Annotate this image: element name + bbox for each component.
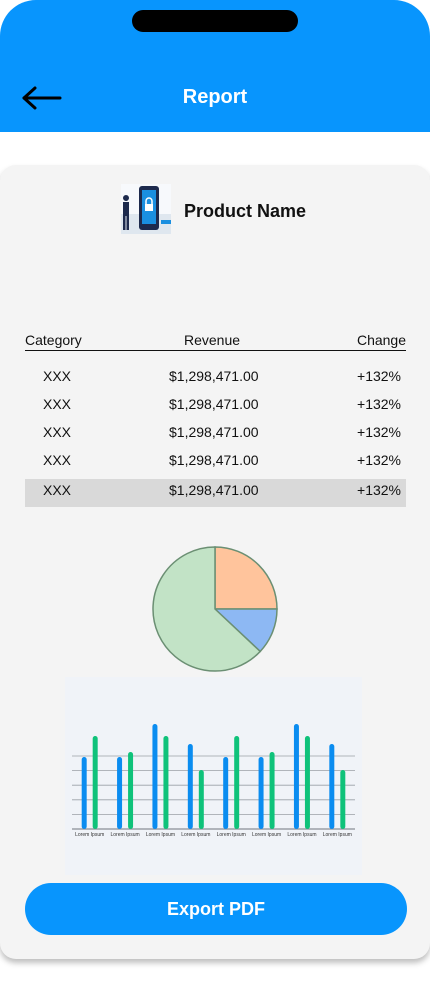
arrow-left-icon <box>22 86 62 110</box>
bar-series0-6 <box>293 724 299 829</box>
x-tick-label: Lorem Ipsum <box>252 832 281 838</box>
cell-revenue: $1,298,471.00 <box>169 482 259 498</box>
cell-revenue: $1,298,471.00 <box>169 424 259 440</box>
bar-chart: Lorem Ipsum Lorem Ipsum Lorem Ipsum Lorem I… <box>72 724 355 838</box>
revenue-table: Category Revenue Change XXX $1,298,471.0… <box>25 329 406 507</box>
bar-series0-2 <box>152 724 158 829</box>
bar-series0-4 <box>223 757 229 829</box>
x-tick-label: Lorem Ipsum <box>146 832 175 838</box>
bar-series1-1 <box>128 752 134 829</box>
table-row[interactable]: XXX $1,298,471.00 +132% <box>25 449 406 477</box>
bar-series0-3 <box>187 744 193 829</box>
x-tick-label: Lorem Ipsum <box>323 832 352 838</box>
column-header-revenue: Revenue <box>184 332 241 348</box>
x-tick-label: Lorem Ipsum <box>217 832 246 838</box>
pie-chart <box>152 546 278 672</box>
bar-series0-0 <box>81 757 87 829</box>
cell-change: +132% <box>357 424 401 440</box>
table-row[interactable]: XXX $1,298,471.00 +132% <box>25 393 406 421</box>
bar-series1-0 <box>92 736 98 829</box>
table-row-highlighted[interactable]: XXX $1,298,471.00 +132% <box>25 479 406 507</box>
bar-series1-5 <box>269 752 275 829</box>
x-tick-label: Lorem Ipsum <box>110 832 139 838</box>
product-name: Product Name <box>184 201 307 221</box>
cell-category: XXX <box>43 482 72 498</box>
bar-series0-1 <box>117 757 123 829</box>
bar-series1-3 <box>198 770 204 829</box>
cell-change: +132% <box>357 368 401 384</box>
app-header: Report <box>0 0 430 132</box>
phone-notch <box>132 10 298 32</box>
bar-series1-7 <box>340 770 346 829</box>
table-header: Category Revenue Change <box>25 329 406 351</box>
cell-category: XXX <box>43 396 72 412</box>
page-title: Report <box>182 86 248 108</box>
bar-chart-panel: Lorem Ipsum Lorem Ipsum Lorem Ipsum Lorem I… <box>65 677 362 875</box>
back-button[interactable] <box>20 82 66 114</box>
pie-slice-2 <box>152 546 262 672</box>
table-row[interactable]: XXX $1,298,471.00 +132% <box>25 421 406 449</box>
cell-category: XXX <box>43 368 72 384</box>
bar-series1-2 <box>163 736 169 829</box>
cell-revenue: $1,298,471.00 <box>169 396 259 412</box>
bar-series0-5 <box>258 757 264 829</box>
export-pdf-button[interactable]: Export PDF <box>25 883 407 935</box>
cell-revenue: $1,298,471.00 <box>169 368 259 384</box>
cell-change: +132% <box>357 482 401 498</box>
column-header-category: Category <box>25 332 82 348</box>
pie-slice-0 <box>214 546 278 610</box>
x-tick-label: Lorem Ipsum <box>181 832 210 838</box>
bar-series1-6 <box>304 736 310 829</box>
cell-change: +132% <box>357 452 401 468</box>
product-image <box>121 184 171 234</box>
x-tick-label: Lorem Ipsum <box>287 832 316 838</box>
table-row[interactable]: XXX $1,298,471.00 +132% <box>25 365 406 393</box>
bar-series0-7 <box>329 744 335 829</box>
report-card: Product Name Category Revenue Change XXX… <box>0 165 430 959</box>
cell-category: XXX <box>43 424 72 440</box>
column-header-change: Change <box>356 332 406 348</box>
cell-change: +132% <box>357 396 401 412</box>
x-tick-label: Lorem Ipsum <box>75 832 104 838</box>
cell-category: XXX <box>43 452 72 468</box>
cell-revenue: $1,298,471.00 <box>169 452 259 468</box>
bar-series1-4 <box>234 736 240 829</box>
